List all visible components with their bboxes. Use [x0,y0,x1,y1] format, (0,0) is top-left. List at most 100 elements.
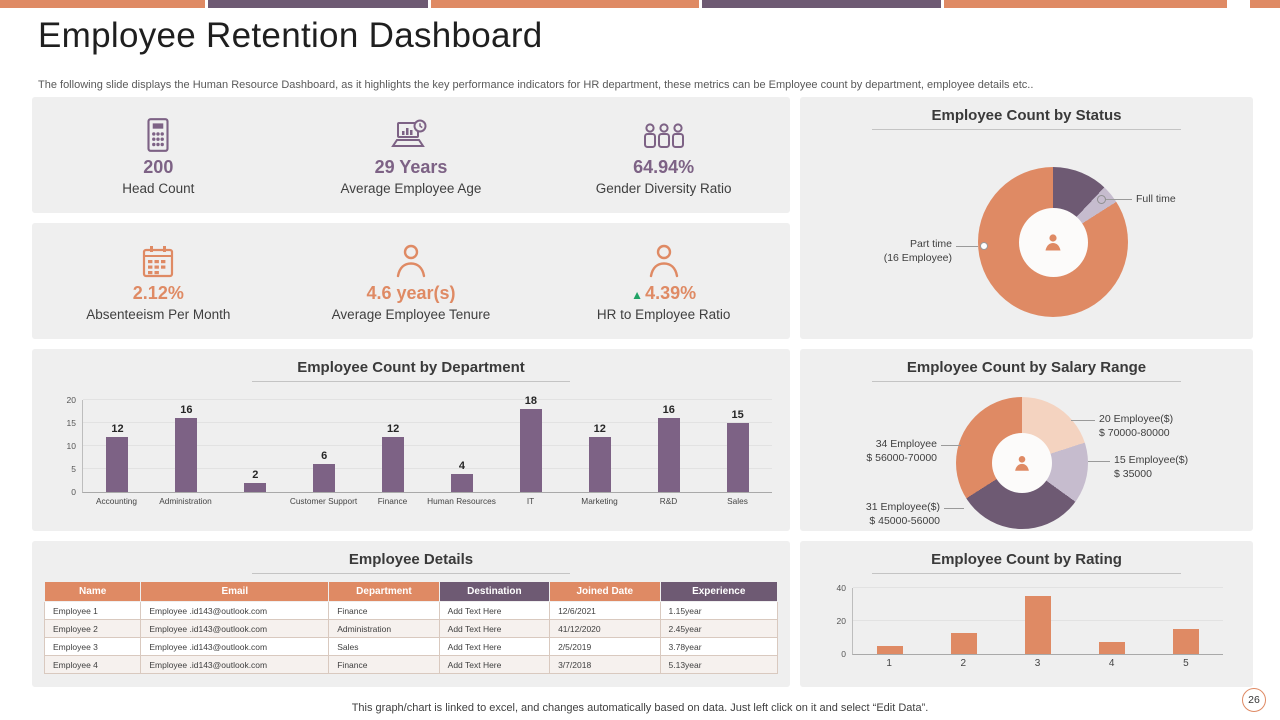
kpi-hr-ratio: ▲ 4.39% HR to Employee Ratio [539,240,789,322]
status-chart-panel: Employee Count by Status Full time Part … [800,97,1253,339]
table-cell: 2/5/2019 [549,637,661,656]
kpi-label: HR to Employee Ratio [596,307,731,322]
bar-value-label: 12 [111,422,124,435]
table-cell: Add Text Here [438,637,551,656]
page-number-badge: 26 [1242,688,1266,712]
plot-area: 12 16 2 6 12 4 18 12 16 15 [82,395,772,493]
bar [313,464,336,492]
category-label: 3 [1034,658,1041,669]
table-cell: 5.13year [659,655,778,674]
category-label: Customer Support [289,496,358,506]
table-title: Employee Details [32,541,790,574]
bar-value-label: 6 [321,450,328,463]
table-row: Employee 1 Employee .id143@outlook.com Fin… [43,601,778,620]
kpi-value: 29 Years [374,157,448,177]
table-row: Employee 4 Employee .id143@outlook.com Fin… [43,655,778,674]
kpi-gender-diversity: 64.94% Gender Diversity Ratio [539,114,789,196]
x-axis-labels: Accounting Administration Customer Support… [82,496,772,506]
bar-value-label: 15 [731,409,744,421]
table-cell: 2.45year [659,619,778,638]
calendar-icon [138,240,178,280]
employee-details-panel: Employee Details Name Email Department Dest… [32,541,790,687]
footer-note: This graph/chart is linked to excel, and… [351,702,929,714]
top-bar-segment [208,0,428,8]
kpi-average-age: 29 Years Average Employee Age [286,114,536,196]
table-cell: Add Text Here [438,655,551,674]
category-label: R&D [659,496,678,506]
top-bar [0,0,1280,8]
label-full-time: Full time [1097,193,1176,205]
department-chart-panel: Employee Count by Department 20 15 10 5 0 12… [32,349,790,531]
table-cell: Add Text Here [438,601,551,620]
person-icon [647,240,681,280]
chart-title: Employee Count by Salary Range [800,349,1253,382]
table-header-row: Name Email Department Destination Joined Dat… [43,581,778,602]
kpi-label: Average Employee Tenure [331,307,491,322]
rating-bar-chart[interactable]: 40 20 0 1 2 3 4 5 [816,583,1223,669]
category-label: Sales [727,496,748,506]
bar [450,473,473,492]
kpi-label: Absenteeism Per Month [86,307,231,322]
bar [244,482,267,492]
person-icon [1045,234,1061,251]
bar [588,436,611,492]
bar-value-label: 16 [180,404,193,417]
top-bar-segment [431,0,699,8]
bar [106,436,129,492]
table-cell: Employee 2 [43,619,142,638]
top-bar-segment [0,0,205,8]
table-cell: Employee .id143@outlook.com [140,601,330,620]
category-label: Administration [159,496,212,506]
table-row: Employee 2 Employee .id143@outlook.com Adm… [43,619,778,638]
y-axis: 20 15 10 5 0 [66,395,76,497]
table-cell: Administration [328,619,440,638]
category-label: Finance [377,496,408,506]
category-label [220,496,289,506]
gridline [853,587,1223,588]
kpi-label: Head Count [122,181,195,196]
kpi-tenure: 4.6 year(s) Average Employee Tenure [286,240,536,322]
chart-title: Employee Count by Rating [800,541,1253,574]
salary-donut-chart[interactable] [956,397,1088,529]
gridline [83,399,772,400]
salary-chart-panel: Employee Count by Salary Range 20 Employ… [800,349,1253,531]
bar [877,645,903,654]
chart-title: Employee Count by Department [32,349,790,382]
kpi-head-count: 200 Head Count [33,114,283,196]
table-cell: Employee .id143@outlook.com [140,655,330,674]
table-row: Employee 3 Employee .id143@outlook.com Sal… [43,637,778,656]
kpi-label: Gender Diversity Ratio [595,181,732,196]
table-cell: 41/12/2020 [549,619,661,638]
bar-value-label: 12 [386,422,400,435]
gridline [83,422,772,423]
department-bar-chart[interactable]: 20 15 10 5 0 12 16 2 6 12 4 18 12 16 15 Accounting Adm… [46,395,772,506]
kpi-label: Average Employee Age [340,181,482,196]
table-cell: 3/7/2018 [549,655,661,674]
gridline [83,445,772,446]
table-header-cell: Name [43,581,142,602]
table-header-cell: Email [140,581,330,602]
bar [519,409,542,492]
label-salary-15: 15 Employee($) $ 35000 [1087,454,1189,481]
donut-hole [991,432,1053,494]
table-cell: Employee .id143@outlook.com [140,637,330,656]
category-label: Human Resources [427,496,496,506]
top-bar-segment [944,0,1227,8]
table-cell: Add Text Here [438,619,551,638]
category-label: 1 [886,658,892,669]
plot-area [852,587,1223,655]
table-cell: Employee 1 [43,601,142,620]
employee-details-table[interactable]: Name Email Department Destination Joined Dat… [43,581,778,674]
status-donut-chart[interactable] [978,167,1128,317]
label-salary-20: 20 Employee($) $ 70000-80000 [1070,413,1174,440]
table-header-cell: Destination [438,581,551,602]
category-label: 5 [1183,658,1189,669]
category-label: IT [526,496,535,506]
table-body: Employee 1 Employee .id143@outlook.com Fin… [43,601,778,674]
gridline [83,468,772,469]
donut-hole [1018,207,1088,277]
monitor-clock-icon [390,114,432,154]
kpi-value: 64.94% [633,157,695,177]
up-arrow-icon: ▲ [631,288,644,302]
